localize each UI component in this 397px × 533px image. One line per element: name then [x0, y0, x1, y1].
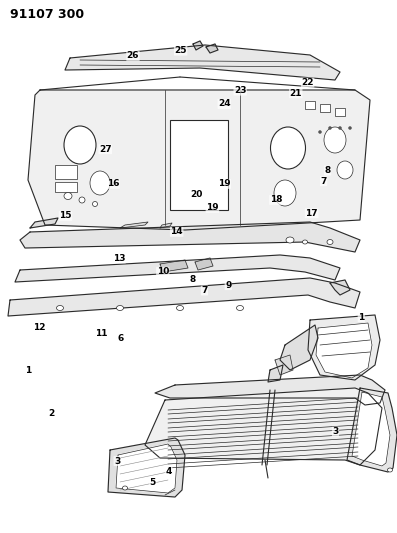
Text: 5: 5 [150, 478, 156, 487]
Bar [170, 120, 228, 210]
Polygon shape [160, 260, 188, 272]
Ellipse shape [318, 131, 322, 133]
Polygon shape [15, 255, 340, 282]
Text: 19: 19 [218, 180, 231, 188]
Ellipse shape [328, 126, 331, 130]
Bar [335, 108, 345, 116]
Polygon shape [8, 278, 360, 316]
Text: 21: 21 [289, 89, 302, 98]
Ellipse shape [64, 192, 72, 199]
Text: 22: 22 [301, 78, 314, 87]
Polygon shape [352, 392, 390, 466]
Text: 2: 2 [48, 409, 55, 417]
Text: 9: 9 [225, 281, 231, 289]
Text: 1: 1 [25, 366, 31, 375]
Polygon shape [280, 325, 318, 370]
Bar [55, 165, 77, 179]
Ellipse shape [337, 161, 353, 179]
Polygon shape [195, 258, 213, 270]
Ellipse shape [324, 127, 346, 153]
Polygon shape [308, 315, 380, 380]
Text: 12: 12 [33, 324, 46, 332]
Polygon shape [330, 280, 350, 295]
Polygon shape [193, 41, 203, 50]
Ellipse shape [286, 237, 294, 243]
Polygon shape [116, 444, 177, 493]
Text: 11: 11 [95, 329, 108, 337]
Polygon shape [65, 45, 340, 80]
Text: 26: 26 [127, 52, 139, 60]
Ellipse shape [327, 239, 333, 245]
Polygon shape [268, 365, 283, 382]
Ellipse shape [387, 468, 393, 472]
Ellipse shape [177, 305, 183, 311]
Ellipse shape [93, 201, 98, 206]
Text: 14: 14 [170, 228, 183, 236]
Text: 1: 1 [358, 313, 364, 321]
Polygon shape [28, 90, 370, 230]
Text: 23: 23 [234, 86, 247, 95]
Polygon shape [316, 323, 372, 378]
Bar [55, 182, 77, 192]
Polygon shape [120, 222, 148, 228]
Polygon shape [145, 388, 382, 465]
Ellipse shape [116, 305, 123, 311]
Text: 8: 8 [189, 276, 196, 284]
Polygon shape [160, 223, 172, 228]
Ellipse shape [56, 305, 64, 311]
Ellipse shape [237, 305, 243, 311]
Polygon shape [30, 218, 58, 228]
Text: 3: 3 [332, 427, 339, 436]
Text: 19: 19 [206, 204, 219, 212]
Ellipse shape [79, 197, 85, 203]
Text: 6: 6 [118, 334, 124, 343]
Text: 17: 17 [305, 209, 318, 217]
Bar [320, 104, 330, 112]
Text: 20: 20 [190, 190, 203, 199]
Text: 7: 7 [320, 177, 327, 185]
Text: 91107 300: 91107 300 [10, 8, 84, 21]
Text: 25: 25 [174, 46, 187, 55]
Text: 15: 15 [59, 212, 72, 220]
Ellipse shape [274, 180, 296, 206]
Polygon shape [108, 438, 185, 497]
Text: 18: 18 [270, 196, 282, 204]
Polygon shape [155, 375, 385, 405]
Ellipse shape [123, 486, 127, 490]
Text: 3: 3 [114, 457, 120, 465]
Polygon shape [20, 222, 360, 252]
Ellipse shape [64, 126, 96, 164]
Bar [305, 101, 315, 109]
Ellipse shape [270, 127, 306, 169]
Ellipse shape [90, 171, 110, 195]
Ellipse shape [339, 126, 341, 130]
Polygon shape [275, 355, 293, 375]
Text: 16: 16 [107, 180, 119, 188]
Text: 4: 4 [166, 467, 172, 476]
Polygon shape [347, 388, 397, 472]
Text: 8: 8 [324, 166, 331, 175]
Ellipse shape [303, 240, 308, 244]
Text: 24: 24 [218, 100, 231, 108]
Polygon shape [206, 44, 218, 53]
Text: 27: 27 [99, 145, 112, 154]
Text: 13: 13 [113, 254, 125, 263]
Text: 10: 10 [156, 268, 169, 276]
Text: 7: 7 [201, 286, 208, 295]
Ellipse shape [349, 126, 351, 130]
